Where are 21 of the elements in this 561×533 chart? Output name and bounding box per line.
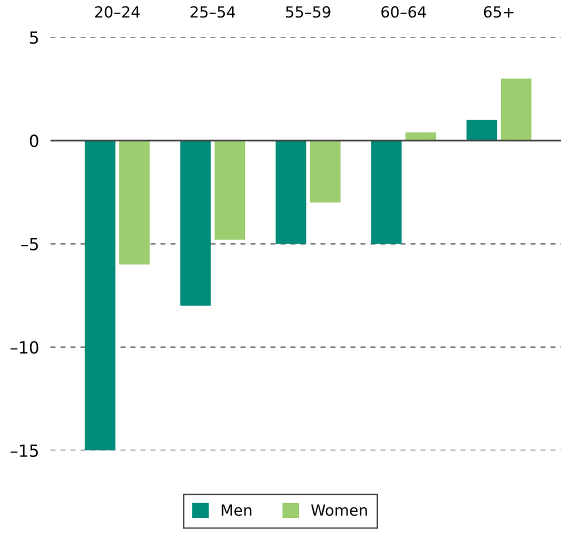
bar bbox=[371, 140, 402, 244]
y-tick-label: 0 bbox=[30, 134, 38, 148]
y-tick-label: 5 bbox=[30, 31, 38, 44]
x-tick-label: 60–64 bbox=[381, 6, 426, 18]
x-tick-label: 20–24 bbox=[95, 6, 140, 18]
bar bbox=[466, 120, 498, 141]
y-tick-label: –10 bbox=[10, 341, 38, 354]
bar bbox=[500, 78, 532, 141]
bar bbox=[214, 140, 246, 240]
x-tick-label: 25–54 bbox=[190, 6, 236, 18]
bar bbox=[119, 140, 150, 264]
y-tick-label: –5 bbox=[21, 238, 38, 250]
bar bbox=[84, 140, 116, 450]
bar bbox=[180, 140, 211, 306]
bar bbox=[276, 140, 306, 244]
x-tick-label: 65+ bbox=[484, 6, 514, 18]
legend-label: Women bbox=[311, 504, 367, 516]
x-tick-label: 55–59 bbox=[286, 6, 330, 18]
y-tick-label: –15 bbox=[10, 444, 38, 457]
legend-label: Men bbox=[222, 504, 252, 516]
bar bbox=[310, 140, 341, 203]
